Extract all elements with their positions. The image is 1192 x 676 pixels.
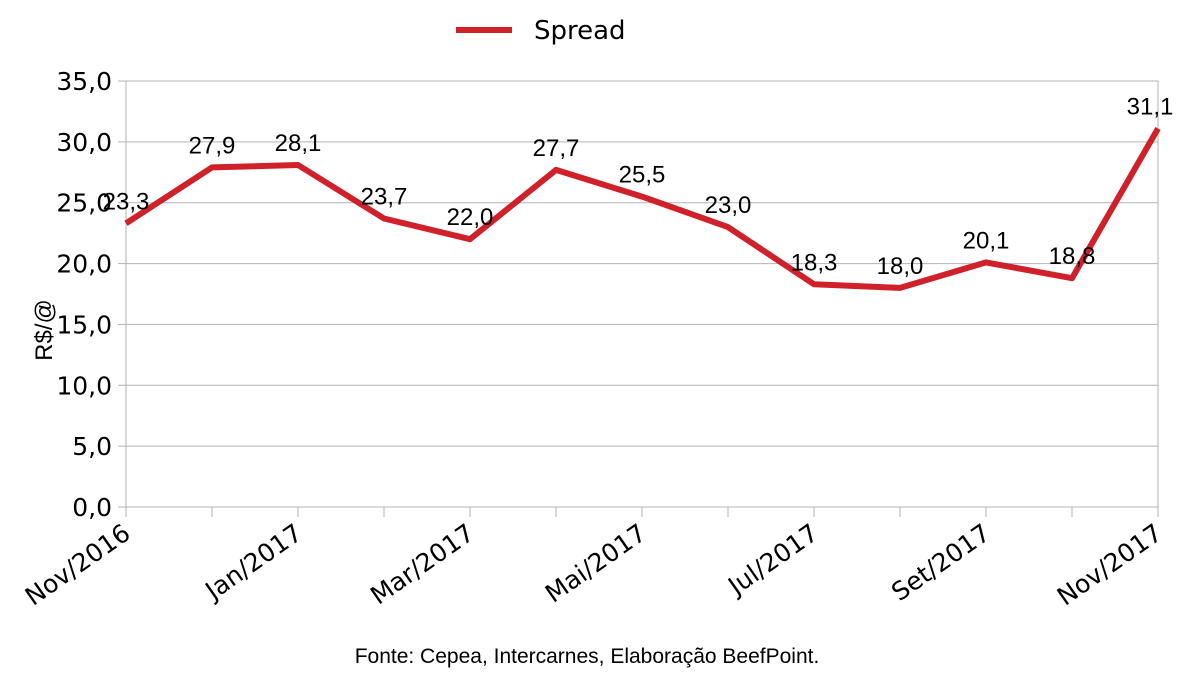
x-tick-label: Set/2017 <box>886 518 995 607</box>
x-tick-label: Mar/2017 <box>365 518 479 610</box>
data-label: 28,1 <box>275 130 322 157</box>
x-tick-label: Nov/2016 <box>20 518 136 611</box>
data-label: 25,5 <box>619 162 666 189</box>
data-label: 23,3 <box>103 188 150 215</box>
data-label: 20,1 <box>963 227 1010 254</box>
data-label: 23,0 <box>705 192 752 219</box>
data-label: 27,9 <box>189 132 236 159</box>
data-label: 18,8 <box>1049 243 1096 270</box>
y-tick-label: 20,0 <box>56 250 112 279</box>
x-tick-label: Jul/2017 <box>721 518 823 602</box>
y-tick-label: 10,0 <box>56 371 112 400</box>
series-layer <box>124 127 1161 291</box>
data-label: 18,3 <box>791 249 838 276</box>
x-tick-label: Jan/2017 <box>199 518 308 606</box>
y-tick-label: 5,0 <box>72 432 112 461</box>
source-note: Fonte: Cepea, Intercarnes, Elaboração Be… <box>355 645 820 668</box>
y-tick-label: 35,0 <box>56 67 112 96</box>
y-axis-label: R$/@ <box>31 299 58 361</box>
legend-label: Spread <box>534 16 626 46</box>
x-tick-label: Nov/2017 <box>1052 518 1168 611</box>
y-tick-label: 25,0 <box>56 189 112 218</box>
data-label: 23,7 <box>361 184 408 211</box>
y-tick-label: 15,0 <box>56 310 112 339</box>
y-tick-label: 30,0 <box>56 128 112 157</box>
label-layer: 23,3 27,9 28,1 23,7 22,0 27,7 25,5 23,0 18,3 18,0… <box>103 93 1174 279</box>
data-label: 22,0 <box>447 204 494 231</box>
y-tick-label: 0,0 <box>72 493 112 522</box>
grid-layer <box>126 80 1158 508</box>
legend: Spread <box>456 16 626 46</box>
x-tick-label: Mai/2017 <box>540 518 652 608</box>
series-line-spread <box>124 127 1161 291</box>
data-label: 27,7 <box>533 135 580 162</box>
data-label: 31,1 <box>1127 93 1174 120</box>
data-label: 18,0 <box>877 253 924 280</box>
